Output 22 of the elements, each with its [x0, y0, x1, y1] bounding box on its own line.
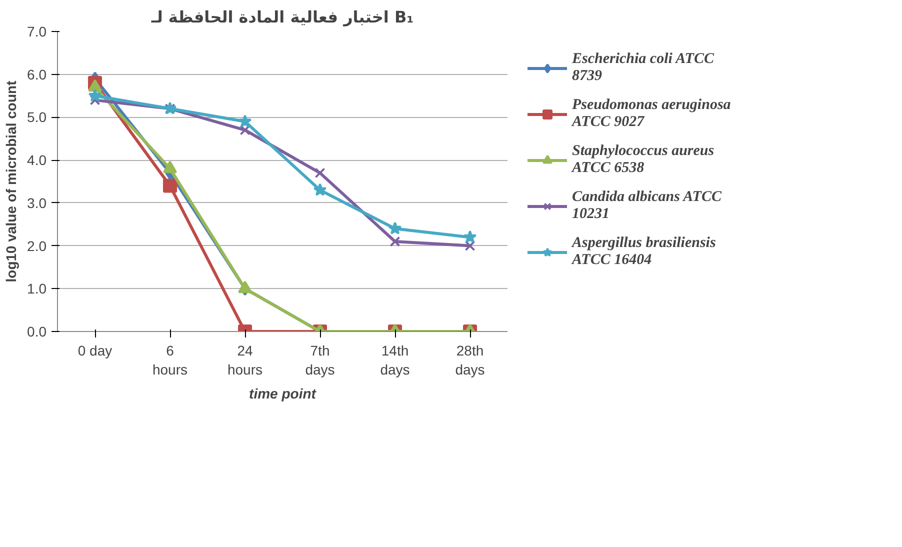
chart-title: اختبار فعالية المادة الحافظة لـ B₁	[150, 8, 414, 26]
x-tick-label: 28th days	[455, 342, 485, 378]
y-tick-label: 3.0	[27, 194, 47, 211]
x-tick-label: 6 hours	[152, 342, 188, 378]
legend-label: Pseudomonas aeruginosa ATCC 9027	[572, 97, 731, 131]
x-axis-title: time point	[249, 386, 318, 402]
legend-label: Candida albicans ATCC 10231	[572, 189, 722, 223]
y-tick-label: 7.0	[27, 24, 47, 40]
y-axis-title: log10 value of microbial count	[3, 80, 20, 282]
y-tick-label: 0.0	[27, 324, 47, 340]
x-tick-label: 24 hours	[227, 342, 263, 378]
x-tick-label: 14th days	[380, 342, 410, 378]
y-tick-label: 4.0	[27, 152, 47, 168]
legend-label: Staphylococcus aureus ATCC 6538	[572, 143, 714, 177]
x-tick-label: 7th days	[305, 342, 335, 378]
y-tick-label: 1.0	[27, 280, 47, 297]
y-tick-label: 5.0	[27, 109, 47, 126]
x-tick-label: 0 day	[78, 342, 112, 358]
legend-label: Aspergillus brasiliensis ATCC 16404	[572, 235, 716, 269]
y-tick-label: 2.0	[27, 238, 47, 254]
legend-label: Escherichia coli ATCC 8739	[572, 51, 714, 85]
y-tick-label: 6.0	[27, 66, 47, 82]
